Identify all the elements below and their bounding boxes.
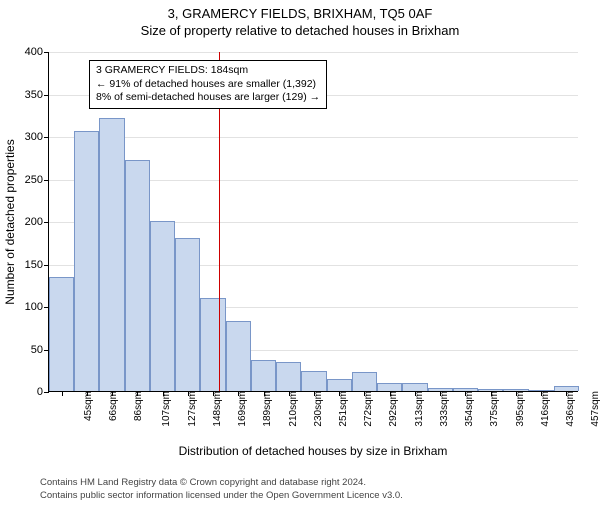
xtick-mark (566, 391, 567, 396)
xtick-mark (264, 391, 265, 396)
annotation-line: ← 91% of detached houses are smaller (1,… (96, 78, 320, 92)
ytick-label: 50 (31, 344, 49, 356)
xtick-mark (137, 391, 138, 396)
ytick-label: 300 (25, 131, 49, 143)
xtick-label: 86sqm (127, 391, 144, 421)
footer-attribution: Contains HM Land Registry data © Crown c… (40, 477, 403, 502)
annotation-line: 8% of semi-detached houses are larger (1… (96, 91, 320, 105)
xtick-label: 148sqm (206, 391, 223, 427)
annotation-line: 3 GRAMERCY FIELDS: 184sqm (96, 64, 320, 78)
histogram-bar (402, 383, 427, 392)
xtick-label: 230sqm (307, 391, 324, 427)
xtick-mark (163, 391, 164, 396)
plot-area: 05010015020025030035040045sqm66sqm86sqm1… (48, 52, 578, 392)
xtick-label: 272sqm (357, 391, 374, 427)
histogram-bar (276, 362, 301, 391)
chart-title: 3, GRAMERCY FIELDS, BRIXHAM, TQ5 0AF (0, 6, 600, 21)
ytick-label: 100 (25, 301, 49, 313)
xtick-mark (541, 391, 542, 396)
xtick-mark (62, 391, 63, 396)
gridline (49, 52, 578, 53)
ytick-label: 250 (25, 174, 49, 186)
x-axis-label: Distribution of detached houses by size … (179, 444, 448, 458)
xtick-mark (314, 391, 315, 396)
histogram-bar (49, 277, 74, 391)
xtick-label: 354sqm (458, 391, 475, 427)
histogram-bar (74, 131, 99, 391)
xtick-mark (440, 391, 441, 396)
xtick-label: 210sqm (281, 391, 298, 427)
xtick-mark (289, 391, 290, 396)
annotation-box: 3 GRAMERCY FIELDS: 184sqm← 91% of detach… (89, 60, 327, 109)
histogram-bar (175, 238, 200, 391)
xtick-label: 127sqm (180, 391, 197, 427)
xtick-label: 292sqm (382, 391, 399, 427)
xtick-label: 375sqm (483, 391, 500, 427)
footer-line-2: Contains public sector information licen… (40, 490, 403, 502)
chart-subtitle: Size of property relative to detached ho… (0, 23, 600, 38)
xtick-label: 333sqm (433, 391, 450, 427)
xtick-mark (364, 391, 365, 396)
xtick-mark (491, 391, 492, 396)
xtick-label: 395sqm (508, 391, 525, 427)
ytick-label: 0 (37, 386, 49, 398)
xtick-mark (188, 391, 189, 396)
histogram-bar (301, 371, 326, 391)
histogram-bar (327, 379, 352, 391)
xtick-mark (516, 391, 517, 396)
xtick-mark (339, 391, 340, 396)
xtick-label: 251sqm (332, 391, 349, 427)
xtick-mark (390, 391, 391, 396)
xtick-label: 66sqm (102, 391, 119, 421)
histogram-bar (377, 383, 402, 392)
ytick-label: 400 (25, 46, 49, 58)
xtick-label: 436sqm (559, 391, 576, 427)
histogram-bar (125, 160, 150, 391)
y-axis-label: Number of detached properties (3, 139, 17, 304)
ytick-label: 350 (25, 89, 49, 101)
ytick-label: 150 (25, 259, 49, 271)
ytick-label: 200 (25, 216, 49, 228)
xtick-mark (465, 391, 466, 396)
xtick-label: 107sqm (155, 391, 172, 427)
xtick-label: 313sqm (407, 391, 424, 427)
histogram-bar (99, 118, 124, 391)
xtick-label: 169sqm (231, 391, 248, 427)
histogram-bar (150, 221, 175, 391)
xtick-label: 416sqm (534, 391, 551, 427)
xtick-label: 189sqm (256, 391, 273, 427)
xtick-mark (112, 391, 113, 396)
gridline (49, 137, 578, 138)
histogram-bar (251, 360, 276, 391)
histogram-bar (352, 372, 377, 391)
xtick-label: 457sqm (584, 391, 600, 427)
histogram-bar (226, 321, 251, 391)
xtick-mark (87, 391, 88, 396)
histogram-bar (200, 298, 225, 392)
xtick-label: 45sqm (77, 391, 94, 421)
footer-line-1: Contains HM Land Registry data © Crown c… (40, 477, 403, 489)
xtick-mark (238, 391, 239, 396)
xtick-mark (213, 391, 214, 396)
xtick-mark (415, 391, 416, 396)
